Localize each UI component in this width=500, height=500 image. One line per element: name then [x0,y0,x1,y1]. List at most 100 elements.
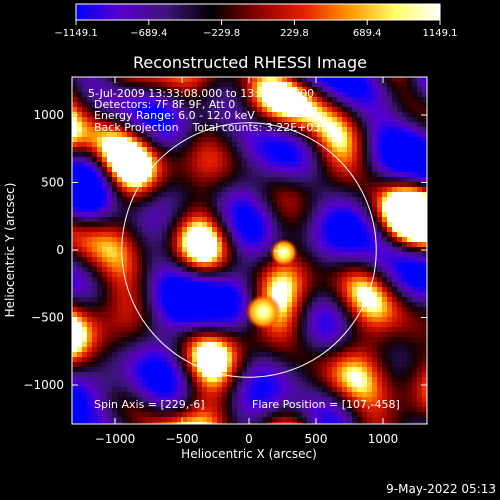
heatmap-cell [142,222,147,227]
heatmap-cell [72,107,77,112]
heatmap-cell [202,397,207,402]
heatmap-cell [177,142,182,147]
heatmap-cell [97,142,102,147]
heatmap-cell [147,397,152,402]
heatmap-cell [172,297,177,302]
heatmap-cell [212,367,217,372]
heatmap-cell [257,377,262,382]
heatmap-cell [407,357,412,362]
heatmap-cell [187,247,192,252]
heatmap-cell [237,242,242,247]
heatmap-cell [407,402,412,407]
heatmap-cell [232,312,237,317]
heatmap-cell [222,287,227,292]
heatmap-cell [187,152,192,157]
heatmap-cell [387,397,392,402]
heatmap-cell [337,352,342,357]
heatmap-cell [292,347,297,352]
heatmap-cell [252,82,257,87]
heatmap-cell [237,317,242,322]
heatmap-cell [352,352,357,357]
heatmap-cell [82,107,87,112]
heatmap-cell [257,182,262,187]
heatmap-cell [157,312,162,317]
heatmap-cell [317,322,322,327]
heatmap-cell [267,352,272,357]
heatmap-cell [417,107,422,112]
heatmap-cell [282,307,287,312]
heatmap-cell [262,257,267,262]
heatmap-cell [417,362,422,367]
heatmap-cell [387,162,392,167]
heatmap-cell [122,217,127,222]
heatmap-cell [177,207,182,212]
heatmap-cell [282,157,287,162]
heatmap-cell [312,272,317,277]
heatmap-cell [207,252,212,257]
heatmap-cell [272,107,277,112]
heatmap-cell [182,157,187,162]
heatmap-cell [142,292,147,297]
heatmap-cell [332,402,337,407]
heatmap-cell [382,112,387,117]
heatmap-cell [72,282,77,287]
heatmap-cell [302,357,307,362]
heatmap-cell [342,282,347,287]
heatmap-cell [197,117,202,122]
heatmap-cell [252,157,257,162]
heatmap-cell [177,127,182,132]
heatmap-cell [92,247,97,252]
heatmap-cell [112,217,117,222]
heatmap-cell [137,117,142,122]
heatmap-cell [322,267,327,272]
chart-title: Reconstructed RHESSI Image [133,53,367,72]
heatmap-cell [227,392,232,397]
heatmap-cell [187,412,192,417]
heatmap-cell [397,272,402,277]
heatmap-cell [77,237,82,242]
heatmap-cell [162,347,167,352]
heatmap-cell [132,397,137,402]
heatmap-cell [342,417,347,422]
heatmap-cell [132,237,137,242]
heatmap-cell [307,407,312,412]
heatmap-cell [317,367,322,372]
heatmap-cell [122,187,127,192]
heatmap-cell [212,397,217,402]
heatmap-cell [322,162,327,167]
heatmap-cell [327,412,332,417]
heatmap-cell [147,227,152,232]
heatmap-cell [377,187,382,192]
heatmap-cell [292,92,297,97]
heatmap-cell [332,297,337,302]
heatmap-cell [252,212,257,217]
heatmap-cell [347,192,352,197]
heatmap-cell [152,337,157,342]
heatmap-cell [202,92,207,97]
heatmap-cell [167,352,172,357]
heatmap-cell [337,107,342,112]
heatmap-cell [162,302,167,307]
heatmap-cell [112,272,117,277]
heatmap-cell [157,117,162,122]
heatmap-cell [397,202,402,207]
heatmap-cell [97,172,102,177]
heatmap-cell [372,387,377,392]
heatmap-cell [352,382,357,387]
heatmap-cell [192,317,197,322]
heatmap-cell [102,337,107,342]
heatmap-cell [167,182,172,187]
heatmap-cell [307,197,312,202]
heatmap-cell [417,267,422,272]
heatmap-cell [192,257,197,262]
heatmap-cell [107,137,112,142]
heatmap-cell [237,107,242,112]
heatmap-cell [397,237,402,242]
heatmap-cell [132,282,137,287]
heatmap-cell [412,232,417,237]
heatmap-cell [422,232,427,237]
heatmap-cell [422,187,427,192]
heatmap-cell [117,242,122,247]
heatmap-cell [107,162,112,167]
heatmap-cell [97,382,102,387]
